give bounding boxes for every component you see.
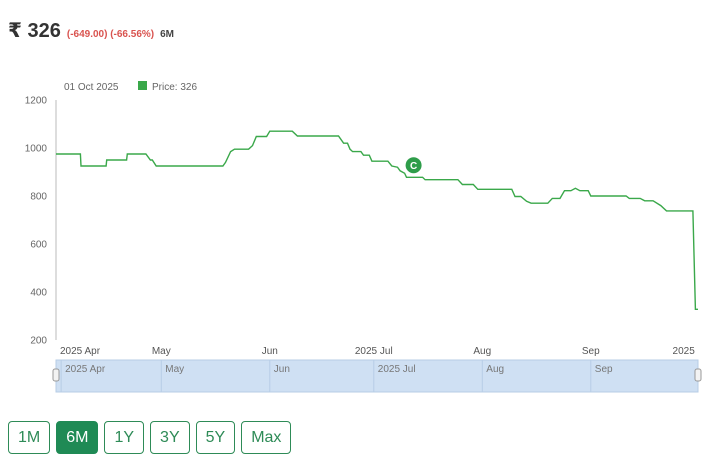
navigator-left-handle[interactable]: [52, 368, 60, 382]
price-line: [56, 130, 698, 310]
navigator-tick-label: Jun: [274, 364, 290, 375]
price-chart[interactable]: 1200 1000 800 600 400 200 01 Oct 2025 Price: …: [0, 70, 705, 400]
range-button-1m[interactable]: 1M: [8, 421, 51, 454]
range-navigator[interactable]: 2025 Apr May Jun 2025 Jul Aug Sep: [52, 359, 702, 393]
y-tick-label: 600: [30, 240, 47, 251]
navigator-tick-label: Aug: [486, 364, 504, 375]
y-tick-label: 400: [30, 288, 47, 299]
range-button-max[interactable]: Max: [241, 421, 292, 454]
current-price: ₹ 326: [8, 20, 61, 42]
x-tick-label: Aug: [473, 346, 491, 357]
legend-date: 01 Oct 2025: [64, 82, 119, 93]
y-tick-label: 1200: [25, 96, 48, 107]
x-tick-label: Jun: [262, 346, 278, 357]
range-selector: 1M 6M 1Y 3Y 5Y Max: [8, 421, 292, 454]
range-button-5y[interactable]: 5Y: [195, 421, 236, 454]
y-axis: 1200 1000 800 600 400 200: [25, 96, 48, 347]
price-header: ₹ 326 (-649.00) (-66.56%) 6M: [8, 18, 174, 43]
marker-circle: [405, 157, 422, 174]
navigator-tick-label: May: [165, 364, 184, 375]
navigator-axis: 2025 Apr May Jun 2025 Jul Aug Sep: [60, 360, 613, 392]
navigator-tick-label: 2025 Jul: [378, 364, 416, 375]
navigator-right-handle[interactable]: [694, 368, 702, 382]
chart-marker[interactable]: C: [405, 157, 422, 174]
price-change: (-649.00) (-66.56%): [66, 29, 155, 40]
navigator-tick-label: 2025 Apr: [65, 364, 106, 375]
x-axis: 2025 Apr May Jun 2025 Jul Aug Sep 2025: [60, 346, 695, 357]
legend-swatch: [138, 81, 147, 90]
range-button-6m[interactable]: 6M: [56, 421, 99, 454]
range-button-1y[interactable]: 1Y: [104, 421, 145, 454]
navigator-tick-label: Sep: [595, 364, 613, 375]
x-tick-label: May: [152, 346, 171, 357]
x-tick-label: 2025: [673, 346, 696, 357]
marker-label: C: [410, 161, 417, 172]
y-tick-label: 200: [30, 336, 47, 347]
x-tick-label: 2025 Apr: [60, 346, 101, 357]
x-tick-label: Sep: [582, 346, 600, 357]
range-button-3y[interactable]: 3Y: [150, 421, 190, 454]
legend-series-label: Price: 326: [152, 82, 197, 93]
y-tick-label: 1000: [25, 144, 48, 155]
period-label: 6M: [160, 29, 175, 40]
y-tick-label: 800: [30, 192, 47, 203]
x-tick-label: 2025 Jul: [355, 346, 393, 357]
